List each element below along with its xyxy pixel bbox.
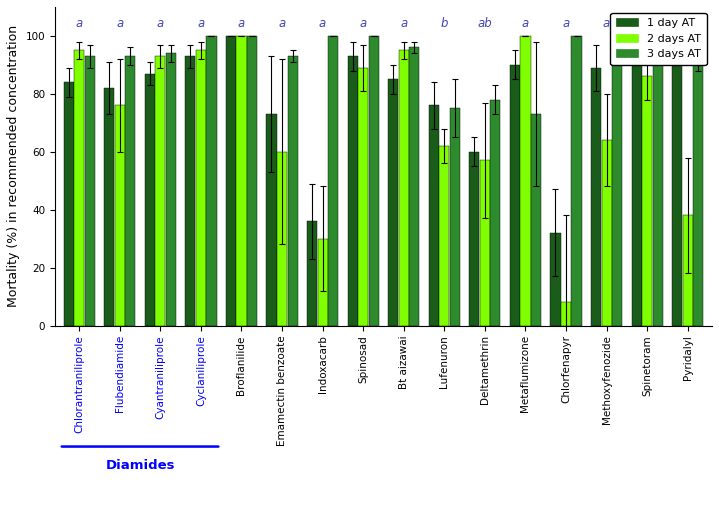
Bar bbox=[561, 302, 571, 326]
Y-axis label: Mortality (%) in recommended concentration: Mortality (%) in recommended concentrati… bbox=[7, 25, 20, 307]
Bar bbox=[85, 56, 95, 326]
Text: b: b bbox=[441, 17, 448, 30]
Bar bbox=[125, 56, 135, 326]
Text: a: a bbox=[157, 17, 164, 30]
Bar bbox=[439, 146, 449, 326]
Bar bbox=[490, 100, 500, 326]
Bar bbox=[369, 36, 379, 326]
Text: a: a bbox=[197, 17, 204, 30]
Text: a: a bbox=[319, 17, 326, 30]
Bar bbox=[550, 233, 561, 326]
Bar bbox=[642, 77, 652, 326]
Bar bbox=[277, 152, 287, 326]
Text: a: a bbox=[238, 17, 245, 30]
Bar bbox=[196, 50, 206, 326]
Bar bbox=[521, 36, 531, 326]
Text: a: a bbox=[522, 17, 529, 30]
Legend: 1 day AT, 2 days AT, 3 days AT: 1 day AT, 2 days AT, 3 days AT bbox=[610, 13, 707, 65]
Bar bbox=[328, 36, 338, 326]
Bar bbox=[572, 36, 582, 326]
Bar bbox=[388, 79, 398, 326]
Bar bbox=[358, 68, 368, 326]
Text: ab: ab bbox=[477, 17, 493, 30]
Text: a: a bbox=[278, 17, 285, 30]
Bar bbox=[470, 152, 480, 326]
Bar bbox=[409, 47, 419, 326]
Text: a: a bbox=[116, 17, 124, 30]
Bar bbox=[288, 56, 298, 326]
Bar bbox=[510, 65, 520, 326]
Bar bbox=[226, 36, 236, 326]
Bar bbox=[145, 74, 155, 326]
Text: Diamides: Diamides bbox=[105, 459, 175, 472]
Bar bbox=[186, 56, 196, 326]
Bar bbox=[429, 106, 439, 326]
Bar bbox=[104, 88, 114, 326]
Bar bbox=[450, 108, 460, 326]
Bar bbox=[63, 82, 74, 326]
Bar bbox=[267, 114, 277, 326]
Bar bbox=[307, 221, 317, 326]
Text: a: a bbox=[562, 17, 569, 30]
Bar bbox=[631, 45, 641, 326]
Bar bbox=[653, 36, 663, 326]
Bar bbox=[693, 56, 703, 326]
Bar bbox=[480, 161, 490, 326]
Bar bbox=[318, 239, 328, 326]
Bar bbox=[602, 140, 612, 326]
Bar bbox=[591, 68, 601, 326]
Text: a: a bbox=[360, 17, 367, 30]
Text: a: a bbox=[644, 17, 651, 30]
Text: a: a bbox=[75, 17, 83, 30]
Bar bbox=[682, 215, 693, 326]
Text: a: a bbox=[603, 17, 610, 30]
Bar bbox=[398, 50, 409, 326]
Bar bbox=[612, 36, 622, 326]
Bar bbox=[247, 36, 257, 326]
Bar bbox=[237, 36, 247, 326]
Bar bbox=[531, 114, 541, 326]
Bar bbox=[155, 56, 165, 326]
Text: a: a bbox=[400, 17, 408, 30]
Bar bbox=[206, 36, 216, 326]
Bar bbox=[347, 56, 357, 326]
Bar bbox=[115, 106, 125, 326]
Bar bbox=[166, 53, 176, 326]
Bar bbox=[74, 50, 84, 326]
Text: a: a bbox=[684, 17, 692, 30]
Bar bbox=[672, 36, 682, 326]
